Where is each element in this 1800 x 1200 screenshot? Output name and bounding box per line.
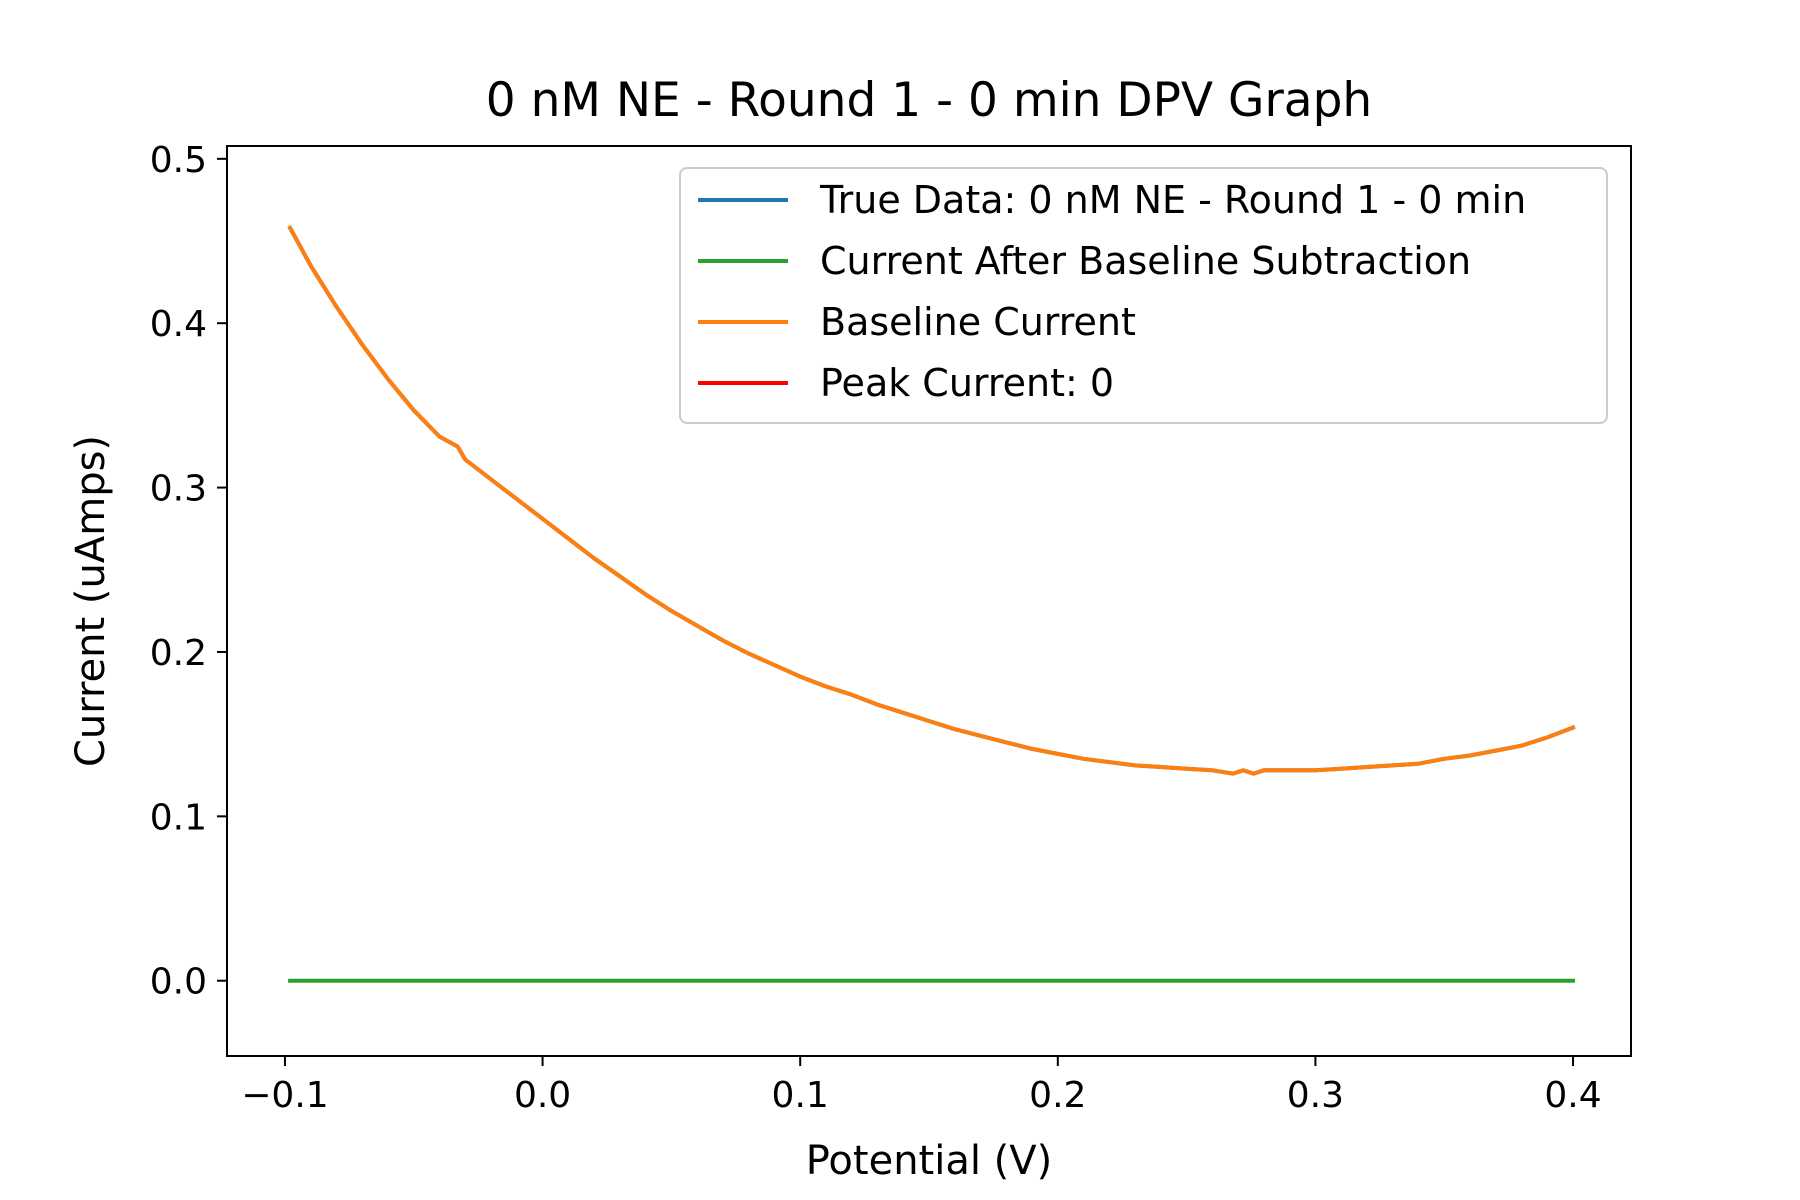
x-tick-label: 0.4 — [1544, 1075, 1601, 1116]
legend: True Data: 0 nM NE - Round 1 - 0 min Curr… — [679, 167, 1608, 424]
chart-title: 0 nM NE - Round 1 - 0 min DPV Graph — [486, 73, 1372, 128]
legend-box — [679, 167, 1608, 424]
plot-area — [226, 145, 1632, 1057]
x-tick-label: 0.3 — [1287, 1075, 1344, 1116]
x-tick-label: −0.1 — [241, 1075, 328, 1116]
x-tick-label: 0.2 — [1029, 1075, 1086, 1116]
legend-label-0: True Data: 0 nM NE - Round 1 - 0 min — [819, 178, 1526, 222]
legend-label-2: Baseline Current — [820, 300, 1136, 344]
series-line-2 — [287, 225, 1576, 776]
x-tick-label: 0.0 — [514, 1075, 571, 1116]
legend-items: True Data: 0 nM NE - Round 1 - 0 min Curr… — [698, 178, 1526, 405]
y-tick-label: 0.1 — [150, 797, 207, 838]
y-tick-label: 0.3 — [150, 469, 207, 510]
series-layer — [287, 225, 1576, 983]
x-axis-ticks: −0.1 0.0 0.1 0.2 0.3 0.4 — [241, 1056, 1602, 1116]
legend-label-1: Current After Baseline Subtraction — [820, 239, 1471, 283]
axes-frame — [226, 145, 1632, 1057]
x-axis-label: Potential (V) — [806, 1138, 1053, 1184]
y-tick-label: 0.4 — [150, 304, 207, 345]
y-tick-label: 0.5 — [150, 140, 207, 181]
y-axis-label: Current (uAmps) — [68, 435, 114, 767]
y-tick-label: 0.2 — [150, 633, 207, 674]
y-axis-ticks: 0.0 0.1 0.2 0.3 0.4 0.5 — [150, 140, 227, 1003]
legend-label-3: Peak Current: 0 — [820, 361, 1114, 405]
x-tick-label: 0.1 — [772, 1075, 829, 1116]
y-tick-label: 0.0 — [150, 962, 207, 1003]
